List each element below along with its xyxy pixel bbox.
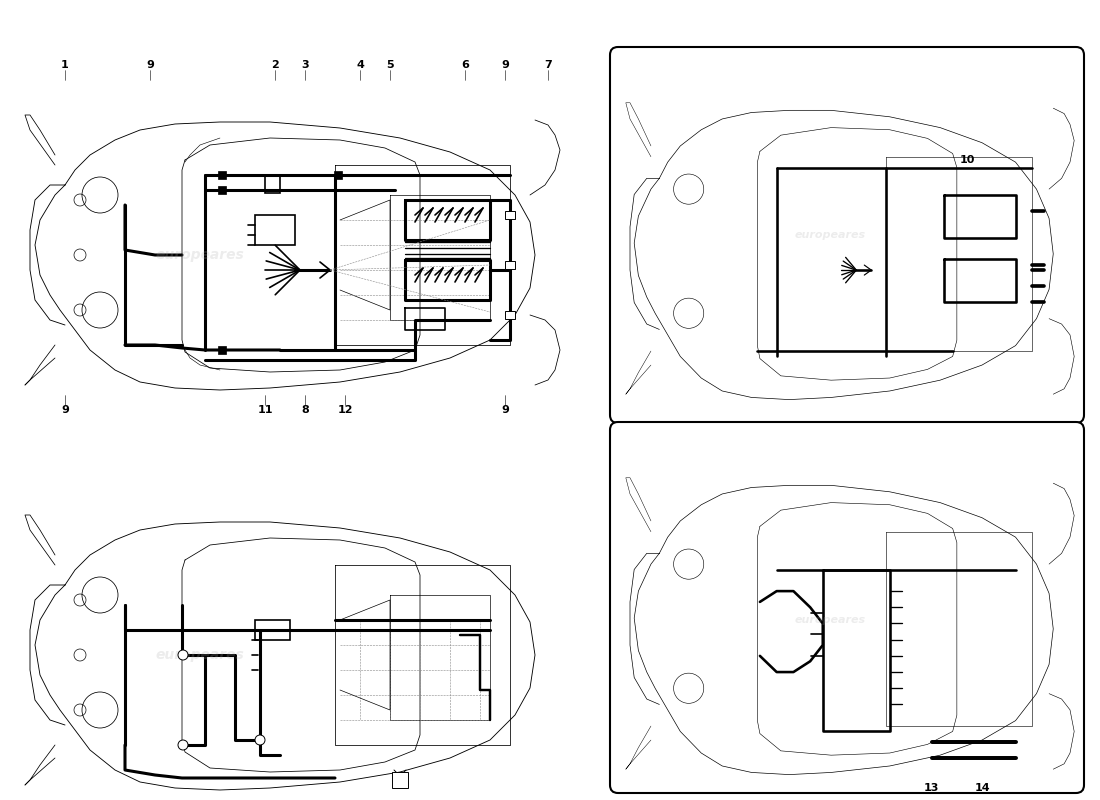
Text: 3: 3: [301, 60, 309, 70]
Text: 9: 9: [502, 405, 509, 415]
Bar: [218, 346, 226, 354]
Text: europeares: europeares: [794, 230, 866, 240]
FancyBboxPatch shape: [610, 47, 1084, 423]
Text: 1: 1: [62, 60, 69, 70]
Bar: [265, 175, 280, 193]
Text: 8: 8: [301, 405, 309, 415]
Text: 9: 9: [62, 405, 69, 415]
Text: 11: 11: [257, 405, 273, 415]
Text: 7: 7: [544, 60, 552, 70]
Bar: [505, 261, 515, 269]
Circle shape: [178, 740, 188, 750]
Text: 13: 13: [924, 782, 939, 793]
Text: europeares: europeares: [155, 248, 244, 262]
Circle shape: [255, 735, 265, 745]
Text: 9: 9: [146, 60, 154, 70]
FancyBboxPatch shape: [610, 422, 1084, 793]
Text: 9: 9: [502, 60, 509, 70]
Bar: [392, 772, 408, 788]
Bar: [505, 311, 515, 319]
Text: 4: 4: [356, 60, 364, 70]
Text: 5: 5: [386, 60, 394, 70]
Circle shape: [178, 650, 188, 660]
Text: 12: 12: [338, 405, 353, 415]
Bar: [218, 171, 226, 179]
Bar: [505, 211, 515, 219]
Text: europeares: europeares: [794, 615, 866, 625]
Bar: [255, 620, 290, 640]
Bar: [255, 215, 295, 245]
Text: 2: 2: [271, 60, 279, 70]
Bar: [218, 186, 226, 194]
Text: 10: 10: [960, 154, 976, 165]
Bar: [334, 171, 342, 179]
Text: 6: 6: [461, 60, 469, 70]
Text: europeares: europeares: [155, 648, 244, 662]
Text: 14: 14: [975, 782, 990, 793]
